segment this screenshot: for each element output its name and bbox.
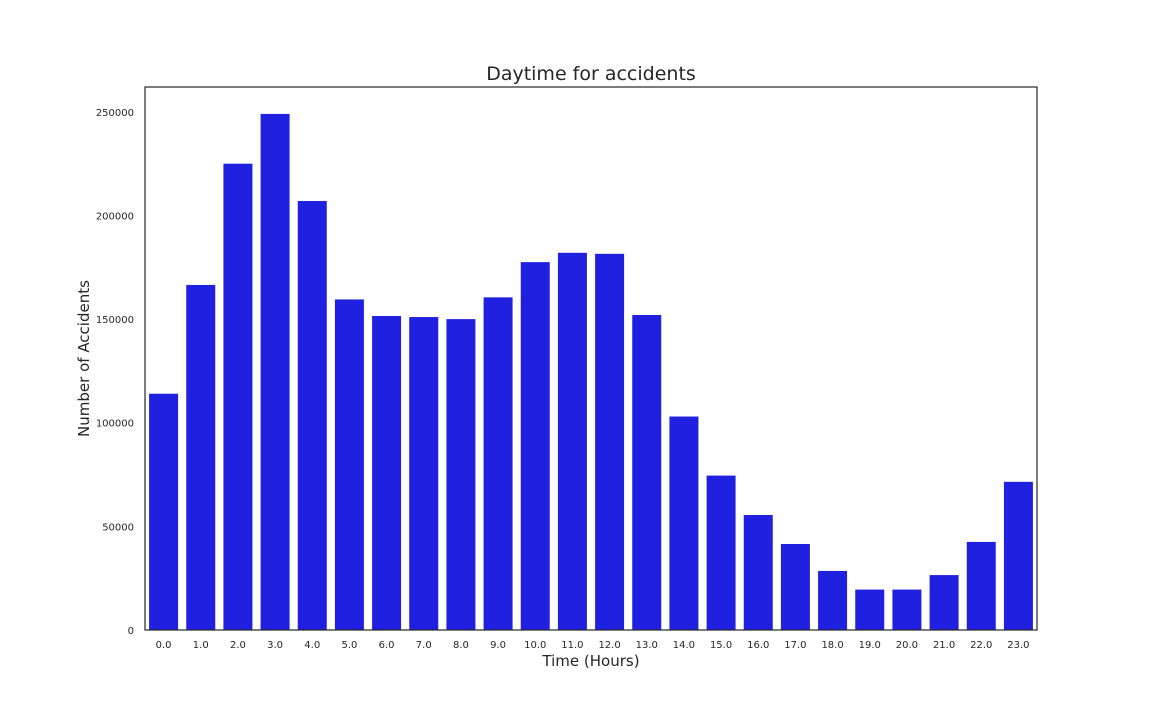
x-tick-label: 13.0 <box>636 640 658 651</box>
y-axis-ticks: 0 50000 100000 150000 200000 250000 <box>96 108 134 637</box>
bar-19.0 <box>855 589 885 630</box>
x-tick-label: 11.0 <box>561 640 583 651</box>
y-tick-label: 100000 <box>96 419 134 430</box>
x-tick-label: 18.0 <box>821 640 843 651</box>
bar-21.0 <box>929 575 959 630</box>
bar-0.0 <box>149 393 179 630</box>
x-tick-label: 5.0 <box>341 640 357 651</box>
x-tick-label: 4.0 <box>304 640 320 651</box>
x-tick-label: 1.0 <box>193 640 209 651</box>
x-tick-label: 12.0 <box>598 640 620 651</box>
bar-11.0 <box>557 252 587 631</box>
bar-5.0 <box>334 299 364 630</box>
x-tick-label: 8.0 <box>453 640 469 651</box>
y-tick-label: 0 <box>128 626 134 637</box>
bar-20.0 <box>892 589 922 630</box>
x-tick-label: 17.0 <box>784 640 806 651</box>
bar-13.0 <box>632 314 662 630</box>
bar-4.0 <box>297 200 327 630</box>
bar-14.0 <box>669 416 699 630</box>
bars-group <box>149 113 1033 631</box>
bar-17.0 <box>780 543 810 630</box>
x-tick-label: 23.0 <box>1007 640 1029 651</box>
bar-15.0 <box>706 475 736 630</box>
bar-8.0 <box>446 319 476 630</box>
y-tick-label: 250000 <box>96 108 134 119</box>
bar-9.0 <box>483 297 513 630</box>
x-tick-label: 16.0 <box>747 640 769 651</box>
bar-18.0 <box>818 570 848 630</box>
bar-12.0 <box>595 253 625 631</box>
x-tick-label: 9.0 <box>490 640 506 651</box>
x-tick-label: 7.0 <box>416 640 432 651</box>
y-tick-label: 200000 <box>96 211 134 222</box>
x-tick-label: 10.0 <box>524 640 546 651</box>
bar-2.0 <box>223 163 253 630</box>
x-axis-label: Time (Hours) <box>541 652 639 670</box>
bar-6.0 <box>372 316 402 630</box>
x-tick-label: 19.0 <box>859 640 881 651</box>
bar-3.0 <box>260 113 290 630</box>
bar-23.0 <box>1003 481 1033 630</box>
x-tick-label: 21.0 <box>933 640 955 651</box>
x-tick-label: 22.0 <box>970 640 992 651</box>
x-axis-ticks: 0.0 1.0 2.0 3.0 4.0 5.0 6.0 7.0 8.0 9.0 10.0 11.0 12… <box>156 640 1030 651</box>
plot-frame <box>144 86 1038 631</box>
x-tick-label: 0.0 <box>156 640 172 651</box>
x-tick-label: 6.0 <box>379 640 395 651</box>
bar-1.0 <box>186 284 216 630</box>
y-tick-label: 50000 <box>102 522 134 533</box>
x-tick-label: 20.0 <box>896 640 918 651</box>
y-axis-label: Number of Accidents <box>75 280 93 437</box>
x-tick-label: 14.0 <box>673 640 695 651</box>
y-tick-label: 150000 <box>96 315 134 326</box>
bar-10.0 <box>520 262 550 630</box>
bar-22.0 <box>966 541 996 630</box>
chart-title: Daytime for accidents <box>486 63 696 85</box>
bar-16.0 <box>743 514 773 630</box>
x-tick-label: 2.0 <box>230 640 246 651</box>
bar-7.0 <box>409 317 439 630</box>
x-tick-label: 15.0 <box>710 640 732 651</box>
x-tick-label: 3.0 <box>267 640 283 651</box>
